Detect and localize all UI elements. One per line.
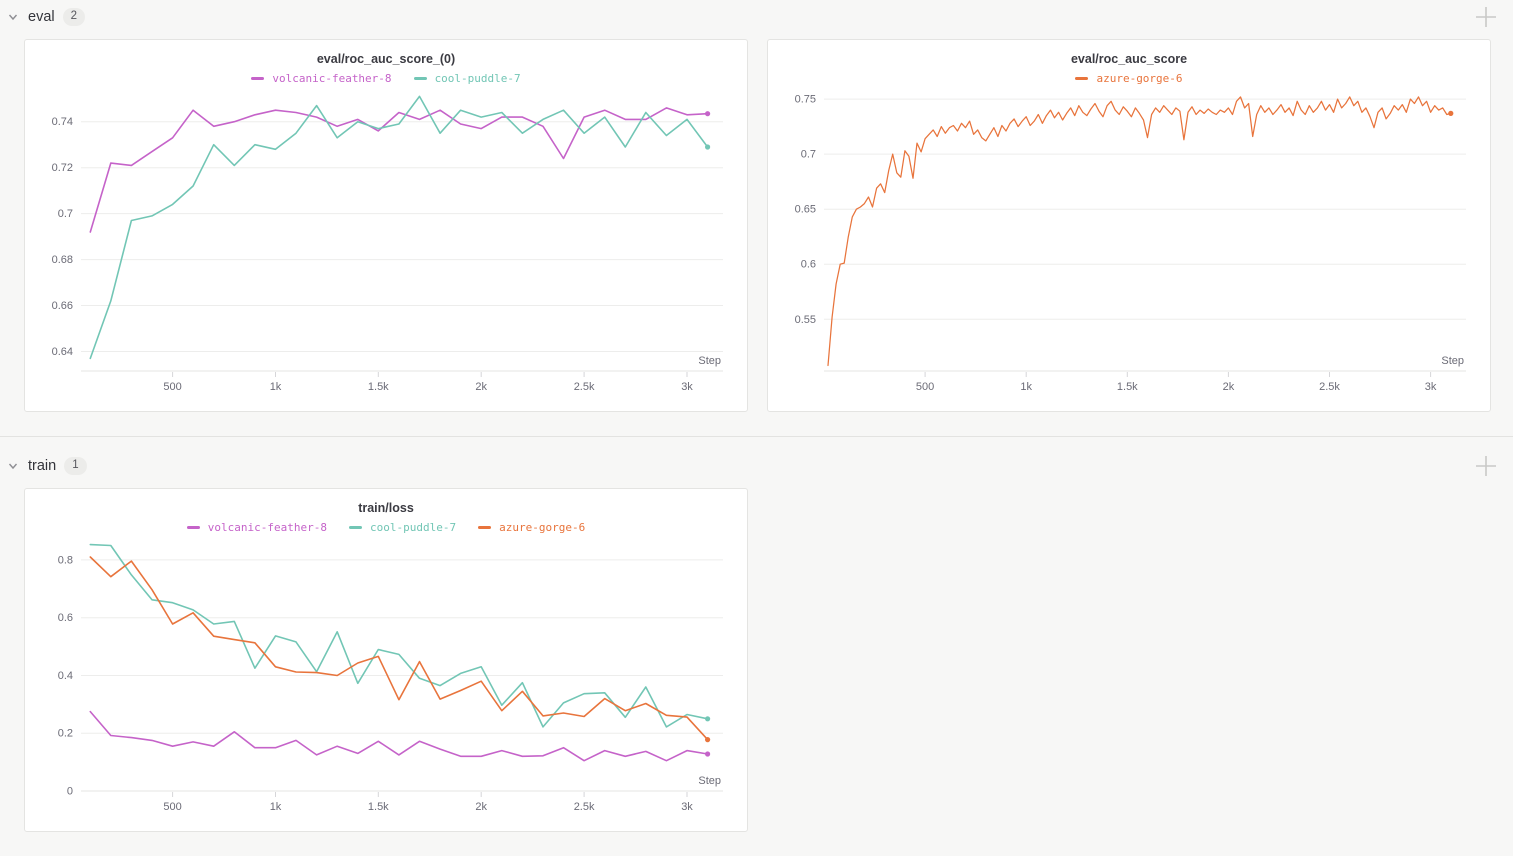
- svg-text:0.75: 0.75: [795, 94, 816, 106]
- panel-count-badge: 2: [62, 8, 86, 26]
- svg-text:Step: Step: [698, 775, 721, 787]
- svg-text:0: 0: [67, 786, 73, 798]
- run-name: cool-puddle-7: [434, 72, 521, 85]
- svg-text:3k: 3k: [681, 381, 693, 393]
- legend-item-azure-gorge-6[interactable]: azure-gorge-6: [1075, 72, 1183, 85]
- svg-text:1.5k: 1.5k: [368, 801, 389, 813]
- section-train: train 1 train/loss volcanic-feather-8 coo…: [0, 436, 1513, 856]
- chart-title: eval/roc_auc_score: [1070, 52, 1188, 66]
- svg-text:2.5k: 2.5k: [574, 381, 595, 393]
- svg-text:0.68: 0.68: [52, 254, 73, 266]
- svg-text:3k: 3k: [681, 801, 693, 813]
- legend-swatch: [413, 77, 427, 80]
- chart-title: train/loss: [358, 501, 414, 515]
- legend-item-volcanic-feather-8[interactable]: volcanic-feather-8: [251, 72, 392, 85]
- chart-title: eval/roc_auc_score_(0): [316, 52, 456, 66]
- svg-text:2.5k: 2.5k: [1319, 381, 1340, 393]
- svg-text:3k: 3k: [1425, 381, 1437, 393]
- legend-item-azure-gorge-6[interactable]: azure-gorge-6: [478, 521, 585, 534]
- svg-text:0.66: 0.66: [52, 300, 73, 312]
- run-name: azure-gorge-6: [1096, 72, 1183, 85]
- chart-canvas[interactable]: 0.55 0.6 0.65 0.7 0.75 500 1k 1.5k 2k 2.5k 3k Step: [776, 85, 1482, 405]
- chart-canvas[interactable]: 0.64 0.66 0.68 0.7 0.72 0.74 500 1k 1.5k 2k 2.5k 3k…: [33, 85, 739, 405]
- svg-text:1.5k: 1.5k: [368, 381, 389, 393]
- section-title-eval[interactable]: eval: [28, 9, 55, 25]
- run-name: volcanic-feather-8: [272, 72, 392, 85]
- svg-text:0.4: 0.4: [58, 670, 73, 682]
- chevron-down-icon[interactable]: [6, 10, 20, 24]
- line-chart[interactable]: 0.64 0.66 0.68 0.7 0.72 0.74 500 1k 1.5k 2k 2.5k 3k…: [33, 85, 739, 405]
- legend-item-cool-puddle-7[interactable]: cool-puddle-7: [413, 72, 521, 85]
- section-header-eval: eval 2: [0, 0, 1513, 34]
- svg-text:2.5k: 2.5k: [574, 801, 595, 813]
- panel-grid-eval: eval/roc_auc_score_(0) volcanic-feather-…: [0, 34, 1513, 436]
- line-chart[interactable]: 0 0.2 0.4 0.6 0.8 500 1k 1.5k 2k 2.5k 3k Step: [33, 534, 739, 825]
- legend-swatch: [251, 77, 265, 80]
- svg-text:0.6: 0.6: [801, 259, 816, 271]
- chart-panel-train-loss[interactable]: train/loss volcanic-feather-8 cool-puddle…: [24, 488, 748, 832]
- chart-panel-eval-roc-auc-score[interactable]: eval/roc_auc_score azure-gorge-6 0.55 0.6…: [767, 39, 1491, 412]
- svg-text:0.55: 0.55: [795, 314, 816, 326]
- svg-text:1k: 1k: [270, 801, 282, 813]
- svg-text:1k: 1k: [270, 381, 282, 393]
- svg-text:1.5k: 1.5k: [1117, 381, 1138, 393]
- svg-text:Step: Step: [1441, 355, 1464, 367]
- section-header-train: train 1: [0, 449, 1513, 483]
- svg-text:0.2: 0.2: [58, 728, 73, 740]
- add-panel-icon[interactable]: [1473, 4, 1499, 30]
- svg-text:500: 500: [163, 381, 181, 393]
- svg-text:1k: 1k: [1020, 381, 1032, 393]
- legend-swatch: [349, 526, 363, 529]
- legend-swatch: [478, 526, 492, 529]
- panel-grid-train: train/loss volcanic-feather-8 cool-puddle…: [0, 483, 1513, 856]
- panel-count-badge: 1: [64, 457, 87, 475]
- svg-text:0.7: 0.7: [801, 149, 816, 161]
- run-name: volcanic-feather-8: [207, 521, 328, 534]
- svg-text:0.65: 0.65: [795, 204, 816, 216]
- svg-text:0.8: 0.8: [58, 554, 73, 566]
- svg-text:2k: 2k: [1223, 381, 1235, 393]
- add-panel-icon[interactable]: [1473, 453, 1499, 479]
- svg-text:0.64: 0.64: [52, 346, 73, 358]
- legend-swatch: [1075, 77, 1089, 80]
- chart-legend: volcanic-feather-8 cool-puddle-7: [33, 72, 739, 85]
- section-title-train[interactable]: train: [28, 458, 57, 474]
- run-name: cool-puddle-7: [370, 521, 457, 534]
- svg-text:Step: Step: [698, 355, 721, 367]
- svg-text:0.7: 0.7: [58, 208, 73, 220]
- chevron-down-icon[interactable]: [6, 459, 20, 473]
- svg-text:2k: 2k: [475, 801, 487, 813]
- line-chart[interactable]: 0.55 0.6 0.65 0.7 0.75 500 1k 1.5k 2k 2.5k 3k Step: [776, 85, 1482, 405]
- svg-text:500: 500: [916, 381, 934, 393]
- svg-text:2k: 2k: [475, 381, 487, 393]
- svg-text:0.74: 0.74: [52, 116, 73, 128]
- legend-swatch: [186, 526, 200, 529]
- legend-item-cool-puddle-7[interactable]: cool-puddle-7: [349, 521, 456, 534]
- chart-legend: azure-gorge-6: [776, 72, 1482, 85]
- legend-item-volcanic-feather-8[interactable]: volcanic-feather-8: [186, 521, 328, 534]
- run-name: azure-gorge-6: [499, 521, 586, 534]
- chart-canvas[interactable]: 0 0.2 0.4 0.6 0.8 500 1k 1.5k 2k 2.5k 3k Step: [33, 534, 739, 825]
- svg-text:0.72: 0.72: [52, 162, 73, 174]
- svg-text:500: 500: [163, 801, 181, 813]
- chart-panel-eval-roc-auc-score-0[interactable]: eval/roc_auc_score_(0) volcanic-feather-…: [24, 39, 748, 412]
- svg-text:0.6: 0.6: [58, 612, 73, 624]
- section-eval: eval 2 eval/roc_auc_score_(0) volcanic-f…: [0, 0, 1513, 436]
- chart-legend: volcanic-feather-8 cool-puddle-7 azure-gor…: [33, 521, 739, 534]
